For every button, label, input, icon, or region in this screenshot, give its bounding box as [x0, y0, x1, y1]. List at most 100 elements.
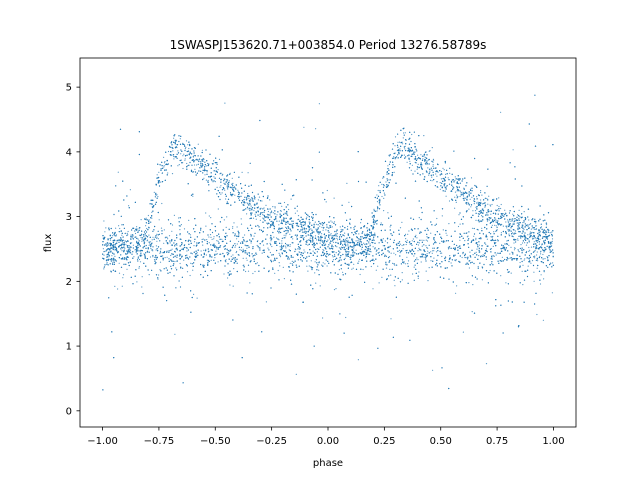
- data-point: [153, 259, 156, 261]
- data-point: [469, 198, 471, 200]
- data-point: [208, 215, 210, 217]
- data-point: [136, 226, 138, 228]
- data-point: [507, 221, 509, 223]
- data-point: [321, 233, 323, 235]
- data-point: [224, 189, 226, 191]
- data-point: [164, 161, 166, 163]
- data-point: [534, 228, 537, 230]
- data-point: [461, 256, 463, 259]
- data-point: [232, 226, 234, 228]
- data-point: [536, 254, 538, 256]
- data-point: [527, 224, 529, 226]
- data-point: [234, 233, 236, 235]
- data-point: [217, 169, 219, 171]
- data-point: [425, 270, 427, 272]
- data-point: [307, 239, 310, 241]
- data-point: [462, 253, 464, 255]
- data-point: [113, 253, 115, 255]
- data-point: [158, 219, 160, 221]
- data-point: [332, 256, 334, 258]
- data-point: [456, 285, 458, 287]
- data-point: [480, 199, 482, 201]
- data-point: [221, 238, 223, 240]
- data-point: [401, 272, 403, 274]
- data-point: [283, 201, 286, 204]
- data-point: [378, 185, 380, 187]
- data-point: [524, 242, 526, 244]
- data-point: [491, 224, 493, 226]
- data-point: [105, 227, 107, 229]
- data-point: [455, 182, 458, 184]
- data-point: [270, 240, 272, 242]
- data-point: [308, 265, 310, 267]
- data-point: [491, 262, 493, 264]
- data-point: [113, 235, 115, 237]
- data-point: [312, 216, 314, 218]
- data-point: [345, 316, 347, 319]
- data-point: [214, 257, 216, 259]
- data-point: [488, 195, 490, 197]
- data-point: [425, 239, 427, 241]
- data-point: [233, 258, 235, 260]
- data-point: [149, 243, 151, 245]
- data-point: [551, 240, 553, 242]
- data-point: [160, 227, 163, 229]
- data-point: [279, 246, 281, 248]
- data-point: [281, 252, 283, 254]
- data-point: [243, 250, 245, 252]
- data-point: [140, 219, 142, 221]
- data-point: [203, 249, 205, 251]
- data-point: [420, 154, 422, 156]
- data-point: [149, 256, 152, 258]
- data-point: [428, 174, 430, 176]
- data-point: [157, 238, 159, 240]
- data-point: [421, 239, 423, 241]
- data-point: [291, 263, 293, 265]
- data-point: [475, 202, 478, 204]
- data-point: [540, 253, 542, 255]
- data-point: [481, 215, 483, 217]
- data-point: [170, 244, 173, 246]
- data-point: [471, 196, 473, 198]
- data-point: [500, 203, 502, 206]
- data-point: [445, 173, 447, 175]
- data-point: [262, 214, 264, 216]
- data-point: [395, 156, 398, 158]
- data-point: [405, 243, 407, 246]
- data-point: [122, 242, 124, 244]
- data-point: [551, 250, 553, 253]
- data-point: [206, 162, 209, 165]
- data-point: [254, 213, 256, 215]
- data-point: [240, 218, 242, 220]
- data-point: [428, 267, 430, 269]
- data-point: [117, 288, 119, 290]
- data-point: [394, 158, 396, 160]
- data-point: [294, 248, 296, 250]
- data-point: [432, 161, 434, 163]
- data-point: [216, 253, 218, 255]
- data-point: [358, 233, 360, 235]
- data-point: [520, 244, 522, 246]
- data-point: [179, 262, 181, 265]
- data-point: [495, 242, 497, 244]
- data-point: [299, 236, 301, 238]
- data-point: [349, 223, 351, 225]
- data-point: [245, 241, 247, 243]
- data-point: [432, 158, 434, 160]
- data-point: [347, 245, 349, 247]
- data-point: [299, 256, 302, 259]
- data-point: [361, 248, 363, 250]
- data-point: [249, 204, 251, 206]
- data-point: [411, 164, 413, 166]
- data-point: [226, 187, 228, 189]
- data-point: [475, 219, 477, 221]
- data-point: [208, 236, 210, 238]
- data-point: [542, 253, 544, 256]
- data-point: [508, 244, 510, 246]
- data-point: [535, 243, 537, 245]
- data-point: [297, 219, 299, 221]
- data-point: [281, 242, 283, 244]
- data-point: [346, 251, 349, 253]
